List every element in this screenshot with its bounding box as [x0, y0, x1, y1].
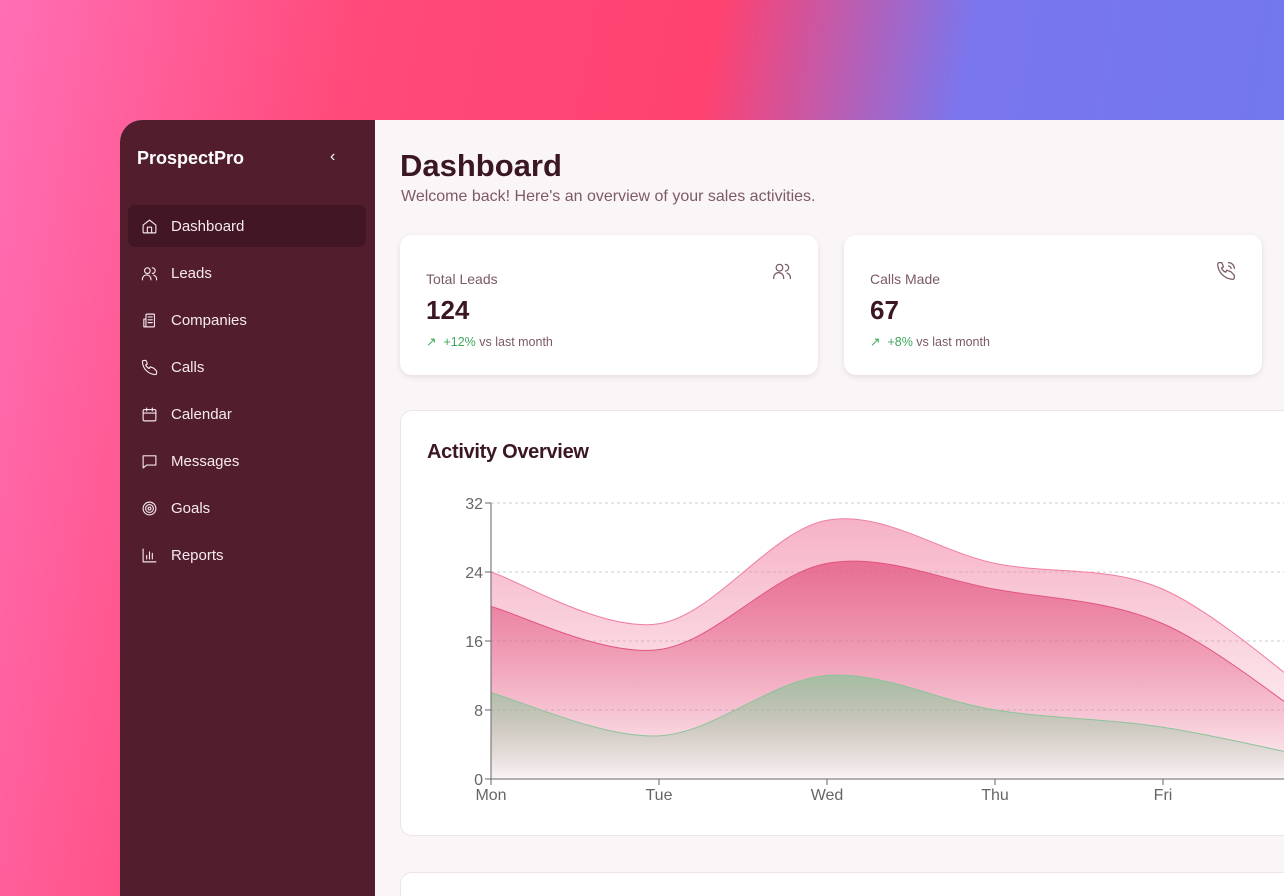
- arrow-up-right-icon: ↗: [426, 335, 437, 349]
- sidebar-item-calendar[interactable]: Calendar: [128, 393, 366, 435]
- sidebar-item-label: Calls: [171, 358, 205, 376]
- chevron-left-icon[interactable]: ‹: [330, 148, 336, 165]
- stat-card-calls-made: Calls Made 67 ↗ +8% vs last month: [844, 235, 1262, 375]
- activity-overview-card: Activity Overview 0 8 16 24 32 Mon Tue Wed Thu Fr…: [400, 410, 1284, 836]
- app-window: ProspectPro ‹ Dashboard Leads Companies …: [120, 120, 1284, 896]
- stat-label: Calls Made: [870, 271, 941, 287]
- series-line: [490, 560, 1284, 703]
- stat-value: 124: [426, 295, 470, 325]
- y-tick-label: 8: [474, 703, 483, 720]
- series-area: [491, 675, 1284, 779]
- stat-card-total-leads: Total Leads 124 ↗ +12% vs last month: [400, 235, 818, 375]
- stat-change: ↗ +8% vs last month: [870, 334, 990, 349]
- users-icon: [141, 266, 158, 280]
- change-value: +8%: [887, 335, 913, 349]
- x-tick-label: Fri: [1154, 787, 1173, 804]
- phone-call-icon: [1217, 262, 1235, 280]
- bar-chart-icon: [142, 548, 157, 562]
- x-tick-label: Wed: [811, 787, 844, 804]
- sidebar-item-label: Leads: [171, 264, 212, 282]
- series-line: [490, 518, 1284, 674]
- y-tick-label: 24: [465, 565, 483, 582]
- series-line: [490, 674, 1284, 752]
- sidebar-item-dashboard[interactable]: Dashboard: [128, 205, 366, 247]
- sidebar: ProspectPro ‹ Dashboard Leads Companies …: [120, 120, 375, 896]
- stat-value: 67: [870, 295, 899, 325]
- sidebar-item-label: Companies: [171, 311, 247, 329]
- x-tick-label: Tue: [646, 787, 673, 804]
- main-content: Dashboard Welcome back! Here's an overvi…: [375, 120, 1284, 896]
- sidebar-item-calls[interactable]: Calls: [128, 346, 366, 388]
- building-icon: [143, 313, 156, 327]
- phone-icon: [141, 359, 158, 375]
- x-tick-label: Mon: [475, 787, 506, 804]
- sidebar-item-companies[interactable]: Companies: [128, 299, 366, 341]
- sidebar-item-goals[interactable]: Goals: [128, 487, 366, 529]
- sidebar-nav: Dashboard Leads Companies Calls Calendar…: [128, 205, 366, 581]
- page-title: Dashboard: [400, 148, 562, 183]
- secondary-card: [400, 872, 1284, 896]
- stat-change: ↗ +12% vs last month: [426, 334, 553, 349]
- sidebar-item-label: Dashboard: [171, 217, 245, 235]
- change-suffix: vs last month: [916, 335, 990, 349]
- y-tick-label: 0: [474, 772, 483, 789]
- sidebar-item-label: Calendar: [171, 405, 232, 423]
- change-value: +12%: [443, 335, 476, 349]
- sidebar-item-leads[interactable]: Leads: [128, 252, 366, 294]
- sidebar-item-messages[interactable]: Messages: [128, 440, 366, 482]
- chart-title: Activity Overview: [427, 441, 589, 463]
- home-icon: [142, 219, 157, 233]
- sidebar-item-label: Reports: [171, 546, 224, 564]
- x-tick-label: Thu: [981, 787, 1009, 804]
- target-icon: [142, 501, 157, 515]
- app-logo: ProspectPro: [137, 148, 245, 168]
- page-subtitle: Welcome back! Here's an overview of your…: [401, 188, 816, 205]
- sidebar-item-label: Messages: [171, 452, 240, 470]
- sidebar-item-label: Goals: [171, 499, 211, 517]
- arrow-up-right-icon: ↗: [870, 335, 881, 349]
- calendar-icon: [142, 407, 157, 421]
- sidebar-item-reports[interactable]: Reports: [128, 534, 366, 576]
- y-tick-label: 16: [465, 634, 483, 651]
- activity-chart: 0 8 16 24 32 Mon Tue Wed Thu Fri: [465, 496, 1284, 804]
- y-tick-label: 32: [465, 496, 483, 513]
- users-icon: [773, 263, 791, 280]
- change-suffix: vs last month: [479, 335, 553, 349]
- message-icon: [142, 454, 157, 468]
- stat-label: Total Leads: [426, 271, 498, 287]
